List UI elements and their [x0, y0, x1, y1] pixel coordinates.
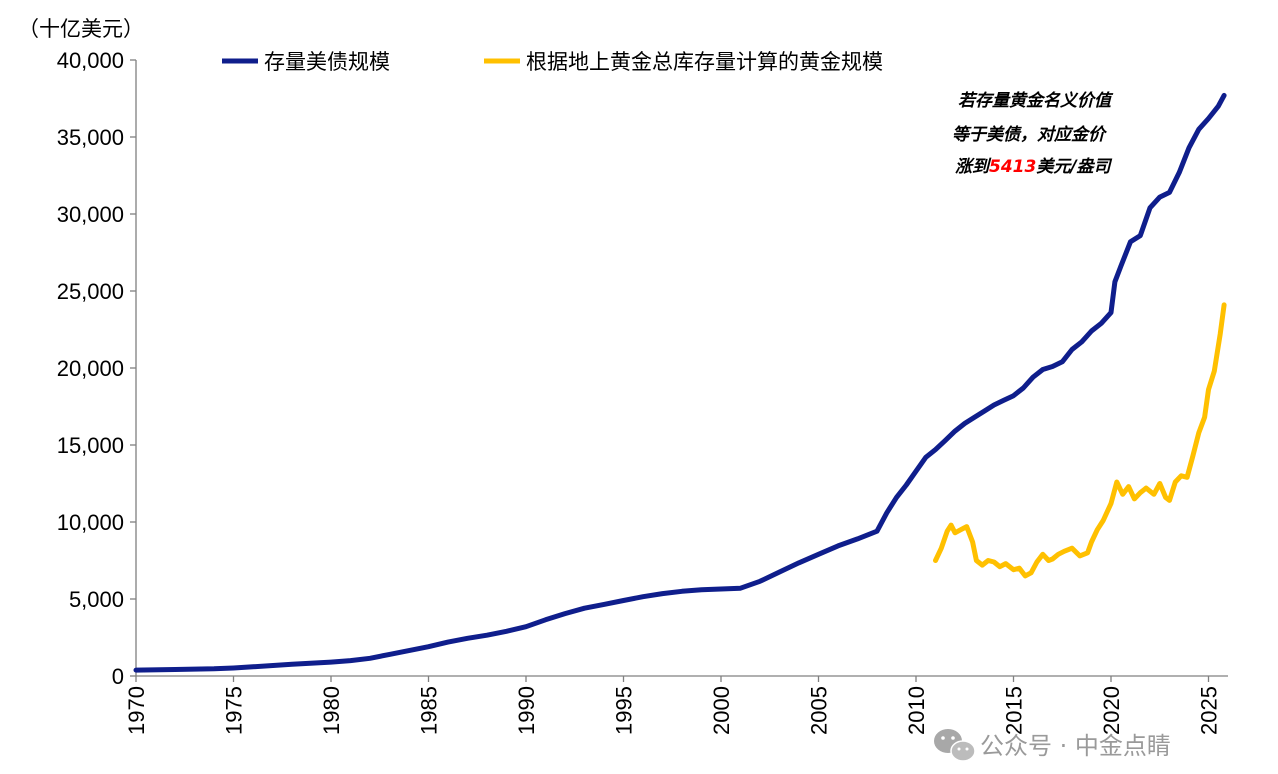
annotation-prefix: 涨到 — [955, 157, 992, 177]
annotation-suffix: 美元/盎司 — [1036, 157, 1112, 177]
y-tick-label: 20,000 — [57, 356, 124, 381]
x-tick-label: 1985 — [417, 686, 442, 735]
series-line-gold — [933, 302, 1227, 579]
x-tick-label: 1980 — [319, 686, 344, 735]
y-tick-label: 35,000 — [57, 125, 124, 150]
x-tick-label: 1990 — [514, 686, 539, 735]
watermark-text: 公众号 · 中金点睛 — [980, 732, 1171, 760]
y-tick-label: 10,000 — [57, 510, 124, 535]
annotation-gold-price: 5413 — [989, 157, 1036, 177]
y-axis-unit-label: （十亿美元） — [18, 17, 144, 41]
x-tick-label: 2020 — [1099, 686, 1124, 735]
watermark: 公众号 · 中金点睛 — [934, 729, 1171, 762]
y-tick-label: 30,000 — [57, 202, 124, 227]
y-tick-label: 40,000 — [57, 48, 124, 73]
x-tick-label: 1975 — [222, 686, 247, 735]
annotation-line-3: 涨到5413美元/盎司 — [955, 157, 1113, 177]
x-tick-label: 1970 — [124, 686, 149, 735]
legend: 存量美债规模 根据地上黄金总库存量计算的黄金规模 — [222, 50, 883, 74]
y-tick-label: 25,000 — [57, 279, 124, 304]
y-tick-label: 15,000 — [57, 433, 124, 458]
x-tick-label: 2005 — [807, 686, 832, 735]
x-tick-label: 2025 — [1197, 686, 1222, 735]
legend-label-gold: 根据地上黄金总库存量计算的黄金规模 — [526, 50, 883, 74]
annotation: 若存量黄金名义价值 等于美债，对应金价 涨到5413美元/盎司 — [952, 91, 1114, 177]
x-axis: 1970 1975 1980 1985 1990 1995 2000 2005 2010 2015… — [124, 675, 1228, 735]
x-tick-label: 1995 — [612, 686, 637, 735]
wechat-icon — [934, 729, 976, 762]
annotation-line-1: 若存量黄金名义价值 — [958, 91, 1114, 111]
x-tick-label: 2000 — [709, 686, 734, 735]
x-tick-label: 2010 — [904, 686, 929, 735]
series-layer — [133, 92, 1227, 673]
legend-label-us-treasury: 存量美债规模 — [264, 50, 390, 74]
x-tick-label: 2015 — [1002, 686, 1027, 735]
y-tick-label: 5,000 — [69, 587, 124, 612]
series-line-us-treasury — [133, 92, 1227, 673]
annotation-line-2: 等于美债，对应金价 — [952, 125, 1108, 145]
y-axis: 0 5,000 10,000 15,000 20,000 25,000 30,000 35,0… — [57, 48, 137, 689]
y-tick-label: 0 — [112, 664, 124, 689]
